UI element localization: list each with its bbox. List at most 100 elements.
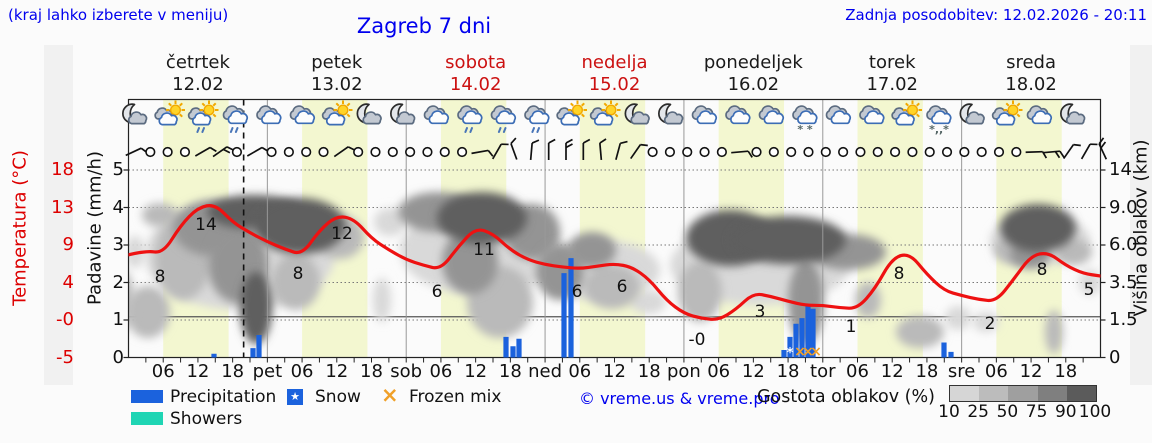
time-tick-label: 18	[776, 361, 800, 382]
cloud-density-tick-label: 50	[996, 402, 1019, 422]
day-date: 16.02	[727, 74, 780, 95]
wind-calm-marker	[145, 146, 156, 158]
cloud-blob	[730, 216, 846, 264]
temp-tick-label: -0	[56, 309, 74, 330]
temp-point-label: 6	[572, 282, 583, 302]
day-date: 15.02	[588, 74, 641, 95]
showers-label: Showers	[170, 409, 243, 429]
weather-icon-clouds	[825, 105, 851, 125]
snow-mark: *	[787, 346, 794, 361]
wind-calm-marker	[353, 146, 364, 158]
time-tick-label: 06	[846, 361, 869, 382]
cloud-density-scale	[949, 385, 1097, 402]
weather-icon-moon-cloud	[122, 103, 148, 125]
wind-barb	[629, 143, 648, 160]
wind-barb	[491, 143, 509, 160]
weather-icon-sun-cloud	[321, 100, 353, 126]
weather-icon-moon-cloud	[1060, 103, 1086, 125]
grayscale-segment	[1037, 386, 1067, 401]
temp-point-label: 8	[155, 267, 166, 287]
weather-icon-cloud-rain	[222, 105, 248, 133]
time-tick-label: 18	[498, 361, 522, 382]
temp-point-label: 8	[1037, 260, 1048, 280]
precip-bar	[948, 351, 954, 358]
wind-barb	[599, 138, 607, 161]
temperature-curve	[128, 204, 1101, 321]
precip-bar	[805, 305, 811, 358]
weather-icon-clouds	[289, 105, 315, 125]
grayscale-segment	[1008, 386, 1038, 401]
time-tick-label: 12	[741, 361, 765, 382]
cloud-blob	[630, 290, 666, 314]
time-tick-label: 18	[915, 361, 939, 382]
right-axis-strip	[1130, 45, 1152, 385]
snow-swatch: ★	[287, 389, 303, 405]
day-name: ponedeljek	[703, 52, 803, 73]
temp-point-label: 6	[432, 282, 443, 302]
weather-icon-clouds	[423, 105, 449, 125]
time-tick-label: 18	[1054, 361, 1078, 382]
wind-calm-marker	[820, 146, 831, 158]
temp-point-label: 14	[195, 215, 217, 235]
time-tick-label: 18	[221, 361, 245, 382]
time-tick-label: 06	[429, 361, 453, 382]
cloud-blob	[945, 306, 971, 330]
time-tick-label: 06	[984, 361, 1008, 382]
wind-calm-marker	[162, 146, 173, 158]
wind-barb	[582, 138, 591, 160]
last-update: Zadnja posodobitev: 12.02.2026 - 20:11	[845, 6, 1147, 24]
svg-text:*,,*: *,,*	[929, 123, 949, 136]
frozen-mix-mark: ×	[794, 344, 806, 360]
cloud-height-tick-label: 3.5	[1109, 271, 1138, 293]
wind-calm-marker	[716, 146, 727, 158]
cloud-density-tick-label: 100	[1078, 402, 1112, 422]
precip-bar	[211, 353, 217, 358]
time-tick-label: 12	[464, 361, 488, 382]
temp-point-label: 12	[331, 224, 353, 244]
precip-bar	[781, 350, 787, 358]
precipitation-label: Precipitation	[170, 387, 277, 407]
wind-calm-marker	[301, 146, 312, 158]
cloud-height-tick-label: 0	[1109, 346, 1121, 368]
weather-icon-moon-cloud	[390, 103, 416, 125]
wind-barb	[194, 146, 217, 157]
weather-icon-cloud-rain	[457, 105, 483, 133]
day-name: sreda	[1006, 52, 1057, 73]
wind-calm-marker	[231, 146, 243, 158]
weather-icon-moon-cloud	[356, 103, 382, 125]
page-title: Zagreb 7 dni	[356, 14, 492, 38]
time-tick-label: 12	[880, 361, 904, 382]
cloud-density-label: Gostota oblakov (%)	[757, 387, 935, 407]
temp-point-label: 1	[846, 317, 857, 337]
temp-tick-label: 18	[51, 159, 74, 180]
temp-point-label: -0	[689, 330, 706, 350]
wind-calm-marker	[751, 146, 762, 158]
weather-icon-cloud-rain	[524, 105, 550, 133]
wind-barb	[510, 137, 518, 160]
weather-icon-moon-cloud	[959, 103, 985, 125]
temp-point-label: 11	[473, 240, 495, 260]
weather-icon-sun-cloud-rain	[187, 100, 219, 133]
wind-calm-marker	[924, 146, 935, 158]
wind-barb	[565, 138, 573, 160]
precip-bar	[503, 336, 509, 358]
precip-bar	[793, 323, 799, 358]
cloud-blob	[855, 282, 881, 318]
cloud-density-tick-label: 10	[938, 402, 960, 422]
time-tick-label: 12	[186, 361, 210, 382]
time-tick-label: 12	[325, 361, 349, 382]
showers-swatch	[131, 412, 163, 425]
day-name: sobota	[445, 52, 507, 73]
wind-calm-marker	[855, 146, 866, 158]
frozen-mix-label: Frozen mix	[409, 387, 502, 407]
day-boundary-label: pon	[666, 361, 701, 382]
wind-calm-marker	[786, 146, 797, 158]
cloud-blob	[568, 232, 616, 268]
cloud-blob	[240, 272, 272, 344]
weather-icon-clouds	[256, 105, 282, 125]
weather-icon-sun-cloud	[589, 100, 621, 126]
day-boundary-label: tor	[810, 361, 836, 382]
temp-tick-label: 4	[62, 271, 74, 293]
weather-icon-sun-cloud	[991, 100, 1023, 126]
